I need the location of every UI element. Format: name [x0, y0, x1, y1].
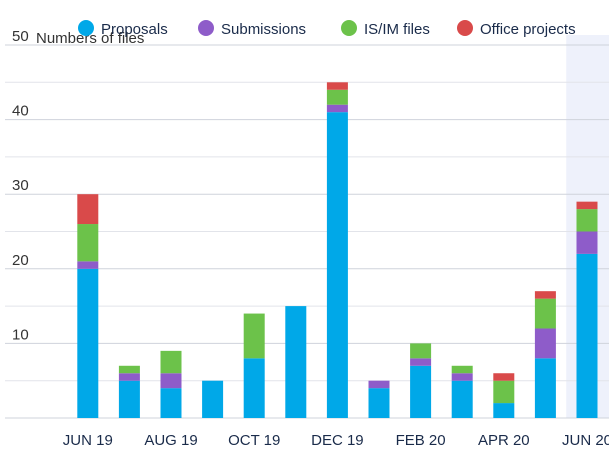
bar-segment — [77, 194, 99, 225]
bar-segment — [576, 231, 598, 254]
legend-marker — [341, 20, 357, 36]
bar-segment — [410, 358, 432, 366]
bar-segment — [534, 298, 556, 329]
bar-segment — [243, 358, 265, 418]
bar-segment — [534, 358, 556, 418]
bar-segment — [77, 261, 99, 269]
bar-segment — [202, 380, 224, 418]
x-tick-label: DEC 19 — [311, 432, 364, 449]
legend-marker — [457, 20, 473, 36]
bar-segment — [493, 373, 515, 381]
bar-segment — [326, 104, 348, 113]
bar-segment — [118, 365, 140, 374]
bar-segment — [118, 380, 140, 418]
bar-segment — [576, 201, 598, 210]
bar-segment — [368, 380, 390, 389]
legend-label: Office projects — [480, 21, 576, 38]
bar-segment — [493, 403, 515, 418]
y-tick-label: 30 — [12, 177, 29, 194]
y-tick-label: 10 — [12, 326, 29, 343]
bar-segment — [285, 306, 307, 418]
bar-segment — [368, 388, 390, 418]
bar-segment — [326, 89, 348, 105]
bar-segment — [160, 388, 182, 418]
x-tick-label: FEB 20 — [396, 432, 446, 449]
bar-segment — [160, 350, 182, 374]
bar-segment — [160, 373, 182, 389]
bar-segment — [576, 253, 598, 418]
bar-segment — [534, 328, 556, 359]
x-tick-label: AUG 19 — [144, 432, 197, 449]
bar-segment — [243, 313, 265, 359]
bar-segment — [77, 268, 99, 418]
x-tick-label: JUN 20 — [562, 432, 609, 449]
bar-segment — [451, 380, 473, 418]
bar-segment — [451, 373, 473, 381]
bar-segment — [451, 365, 473, 374]
legend-marker — [198, 20, 214, 36]
y-tick-label: 40 — [12, 103, 29, 120]
bar-segment — [326, 82, 348, 90]
x-tick-label: JUN 19 — [63, 432, 113, 449]
bar-segment — [493, 380, 515, 404]
y-tick-label: 20 — [12, 252, 29, 269]
x-tick-label: OCT 19 — [228, 432, 280, 449]
bar-segment — [77, 224, 99, 262]
y-tick-label: 50 — [12, 28, 29, 45]
legend-label: Submissions — [221, 21, 306, 38]
legend-label: Proposals — [101, 21, 168, 38]
legend-label: IS/IM files — [364, 21, 430, 38]
bar-segment — [410, 365, 432, 418]
legend-marker — [78, 20, 94, 36]
bar-segment — [326, 112, 348, 418]
bar-segment — [410, 343, 432, 359]
x-tick-label: APR 20 — [478, 432, 530, 449]
bar-segment — [534, 291, 556, 299]
bar-segment — [576, 209, 598, 232]
bar-segment — [118, 373, 140, 381]
y-axis-label: Numbers of files — [36, 30, 144, 47]
